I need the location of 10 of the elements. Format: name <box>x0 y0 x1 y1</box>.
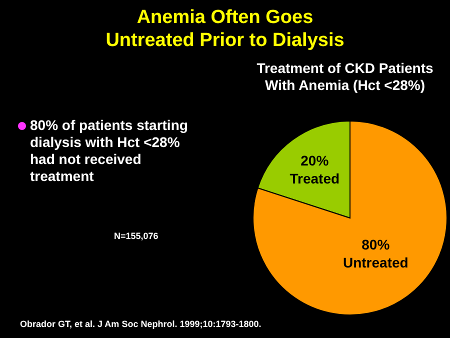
text: 80% of patients starting dialysis with Hct <28% had not received treatment <box>30 117 189 185</box>
slice-label: Untreated <box>342 254 408 270</box>
slice-label: Treated <box>290 170 340 186</box>
text: Obrador GT, et al. J Am Soc Nephrol. 1999;10:1793-1800. <box>20 319 262 329</box>
pie-slice <box>252 120 448 316</box>
data-label: 20% <box>300 152 330 168</box>
chart-title: Anemia Often Goes Untreated Prior to Dialysis <box>104 6 346 52</box>
data-label: 80% <box>362 236 390 252</box>
text: N=155,076 <box>114 231 158 241</box>
chart-subtitle: Treatment of CKD Patients With Anemia (Hct <28%) <box>256 60 434 94</box>
